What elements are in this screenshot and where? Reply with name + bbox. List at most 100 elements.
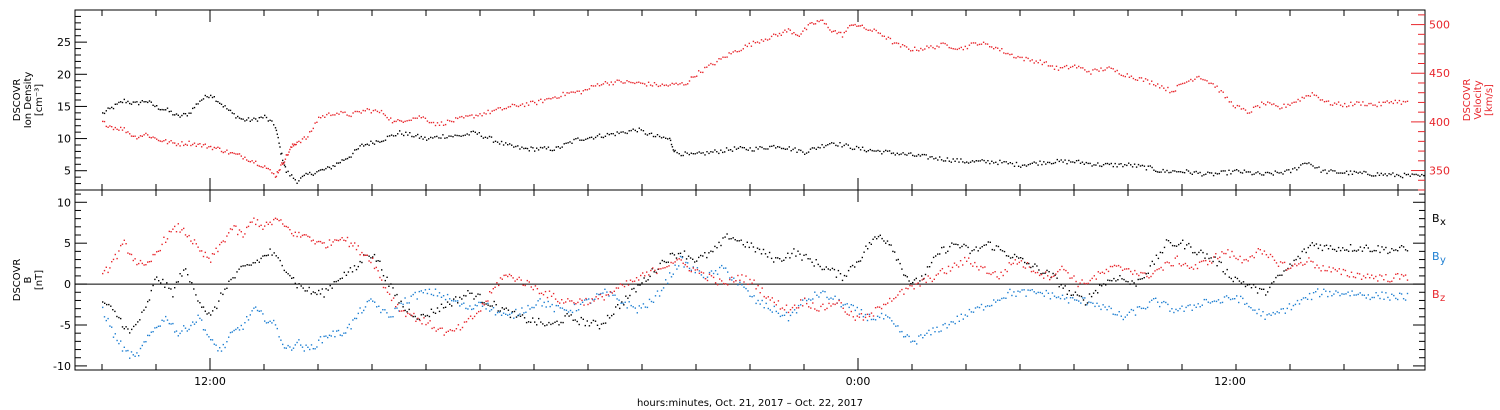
bx-point <box>327 289 329 291</box>
density-point <box>1247 171 1249 173</box>
velocity-point <box>1248 112 1251 114</box>
bz-point <box>1385 274 1387 276</box>
velocity-point <box>688 80 691 82</box>
bz-point <box>953 262 956 264</box>
bx-point <box>631 288 633 290</box>
bz-point <box>1306 261 1308 263</box>
velocity-point <box>148 136 151 138</box>
velocity-point <box>386 116 388 119</box>
bx-point <box>314 292 316 294</box>
bx-point <box>588 325 591 327</box>
bx-series <box>102 233 1409 334</box>
density-point <box>714 149 716 151</box>
density-point <box>460 135 462 137</box>
bx-point <box>455 296 457 298</box>
bx-point <box>594 320 597 322</box>
by-point <box>1069 297 1072 299</box>
bx-point <box>1182 239 1184 241</box>
bx-point <box>440 303 443 305</box>
bz-point <box>591 298 593 300</box>
density-point <box>1054 161 1057 164</box>
velocity-point <box>908 48 910 50</box>
velocity-point <box>789 29 791 31</box>
bx-point <box>1024 261 1026 264</box>
by-point <box>828 298 830 300</box>
velocity-point <box>1376 105 1378 108</box>
bz-point <box>447 330 449 332</box>
bz-point <box>1117 264 1120 267</box>
velocity-point <box>1289 104 1291 106</box>
velocity-point <box>1281 107 1283 109</box>
velocity-point <box>114 126 116 129</box>
by-point <box>380 311 382 314</box>
velocity-point <box>628 81 630 83</box>
velocity-point <box>930 45 932 47</box>
bz-point <box>1073 275 1075 277</box>
bz-point <box>188 234 190 237</box>
bz-point <box>810 307 812 309</box>
bz-point <box>1063 268 1065 271</box>
density-point <box>1212 174 1215 177</box>
bz-point <box>1279 261 1282 263</box>
by-point <box>1148 301 1151 303</box>
bx-point <box>250 264 252 266</box>
density-point <box>282 159 284 162</box>
velocity-point <box>285 154 287 156</box>
density-point <box>792 148 794 151</box>
velocity-point <box>881 35 883 37</box>
bx-point <box>1072 294 1074 296</box>
bx-point <box>949 245 951 248</box>
bx-point <box>1038 269 1040 271</box>
bx-point <box>1135 285 1137 287</box>
density-point <box>1101 165 1103 168</box>
by-point <box>665 279 667 281</box>
legend-label: B <box>1432 250 1440 263</box>
bz-point <box>1126 268 1128 270</box>
density-point <box>1021 164 1024 166</box>
bz-point <box>808 306 810 308</box>
bx-point <box>837 269 840 272</box>
velocity-point <box>838 31 840 34</box>
density-point <box>222 106 224 108</box>
bx-point <box>752 246 755 248</box>
density-point <box>1384 173 1386 175</box>
by-point <box>868 313 871 316</box>
bz-point <box>538 292 541 295</box>
velocity-point <box>332 114 334 116</box>
by-point <box>1035 292 1037 295</box>
velocity-point <box>1283 103 1285 105</box>
density-point <box>704 154 706 156</box>
bz-point <box>785 304 788 306</box>
bx-point <box>1054 274 1056 276</box>
bz-point <box>1099 272 1101 274</box>
bz-point <box>1221 251 1223 253</box>
density-point <box>1013 165 1016 167</box>
density-point <box>1220 170 1222 172</box>
bz-point <box>684 264 686 266</box>
bx-point <box>519 315 522 317</box>
velocity-point <box>253 162 255 164</box>
velocity-point <box>920 47 922 50</box>
by-point <box>148 334 151 337</box>
legend-label: B <box>1432 212 1440 225</box>
by-point <box>914 340 916 342</box>
by-point <box>285 347 287 349</box>
by-point <box>612 294 614 296</box>
bz-point <box>1138 274 1140 277</box>
by-point <box>161 319 163 321</box>
by-point <box>327 336 329 339</box>
bz-point <box>388 293 391 295</box>
velocity-tick-label: 500 <box>1429 19 1450 32</box>
density-point <box>1332 170 1334 172</box>
velocity-point <box>865 28 867 31</box>
bx-point <box>955 243 957 245</box>
bx-point <box>359 260 361 263</box>
by-point <box>118 342 120 345</box>
density-point <box>831 142 833 144</box>
bx-point <box>1228 276 1230 278</box>
bz-point <box>1400 273 1403 276</box>
by-point <box>414 291 416 294</box>
bz-point <box>397 303 399 306</box>
bz-point <box>291 232 293 235</box>
velocity-point <box>1339 104 1342 106</box>
